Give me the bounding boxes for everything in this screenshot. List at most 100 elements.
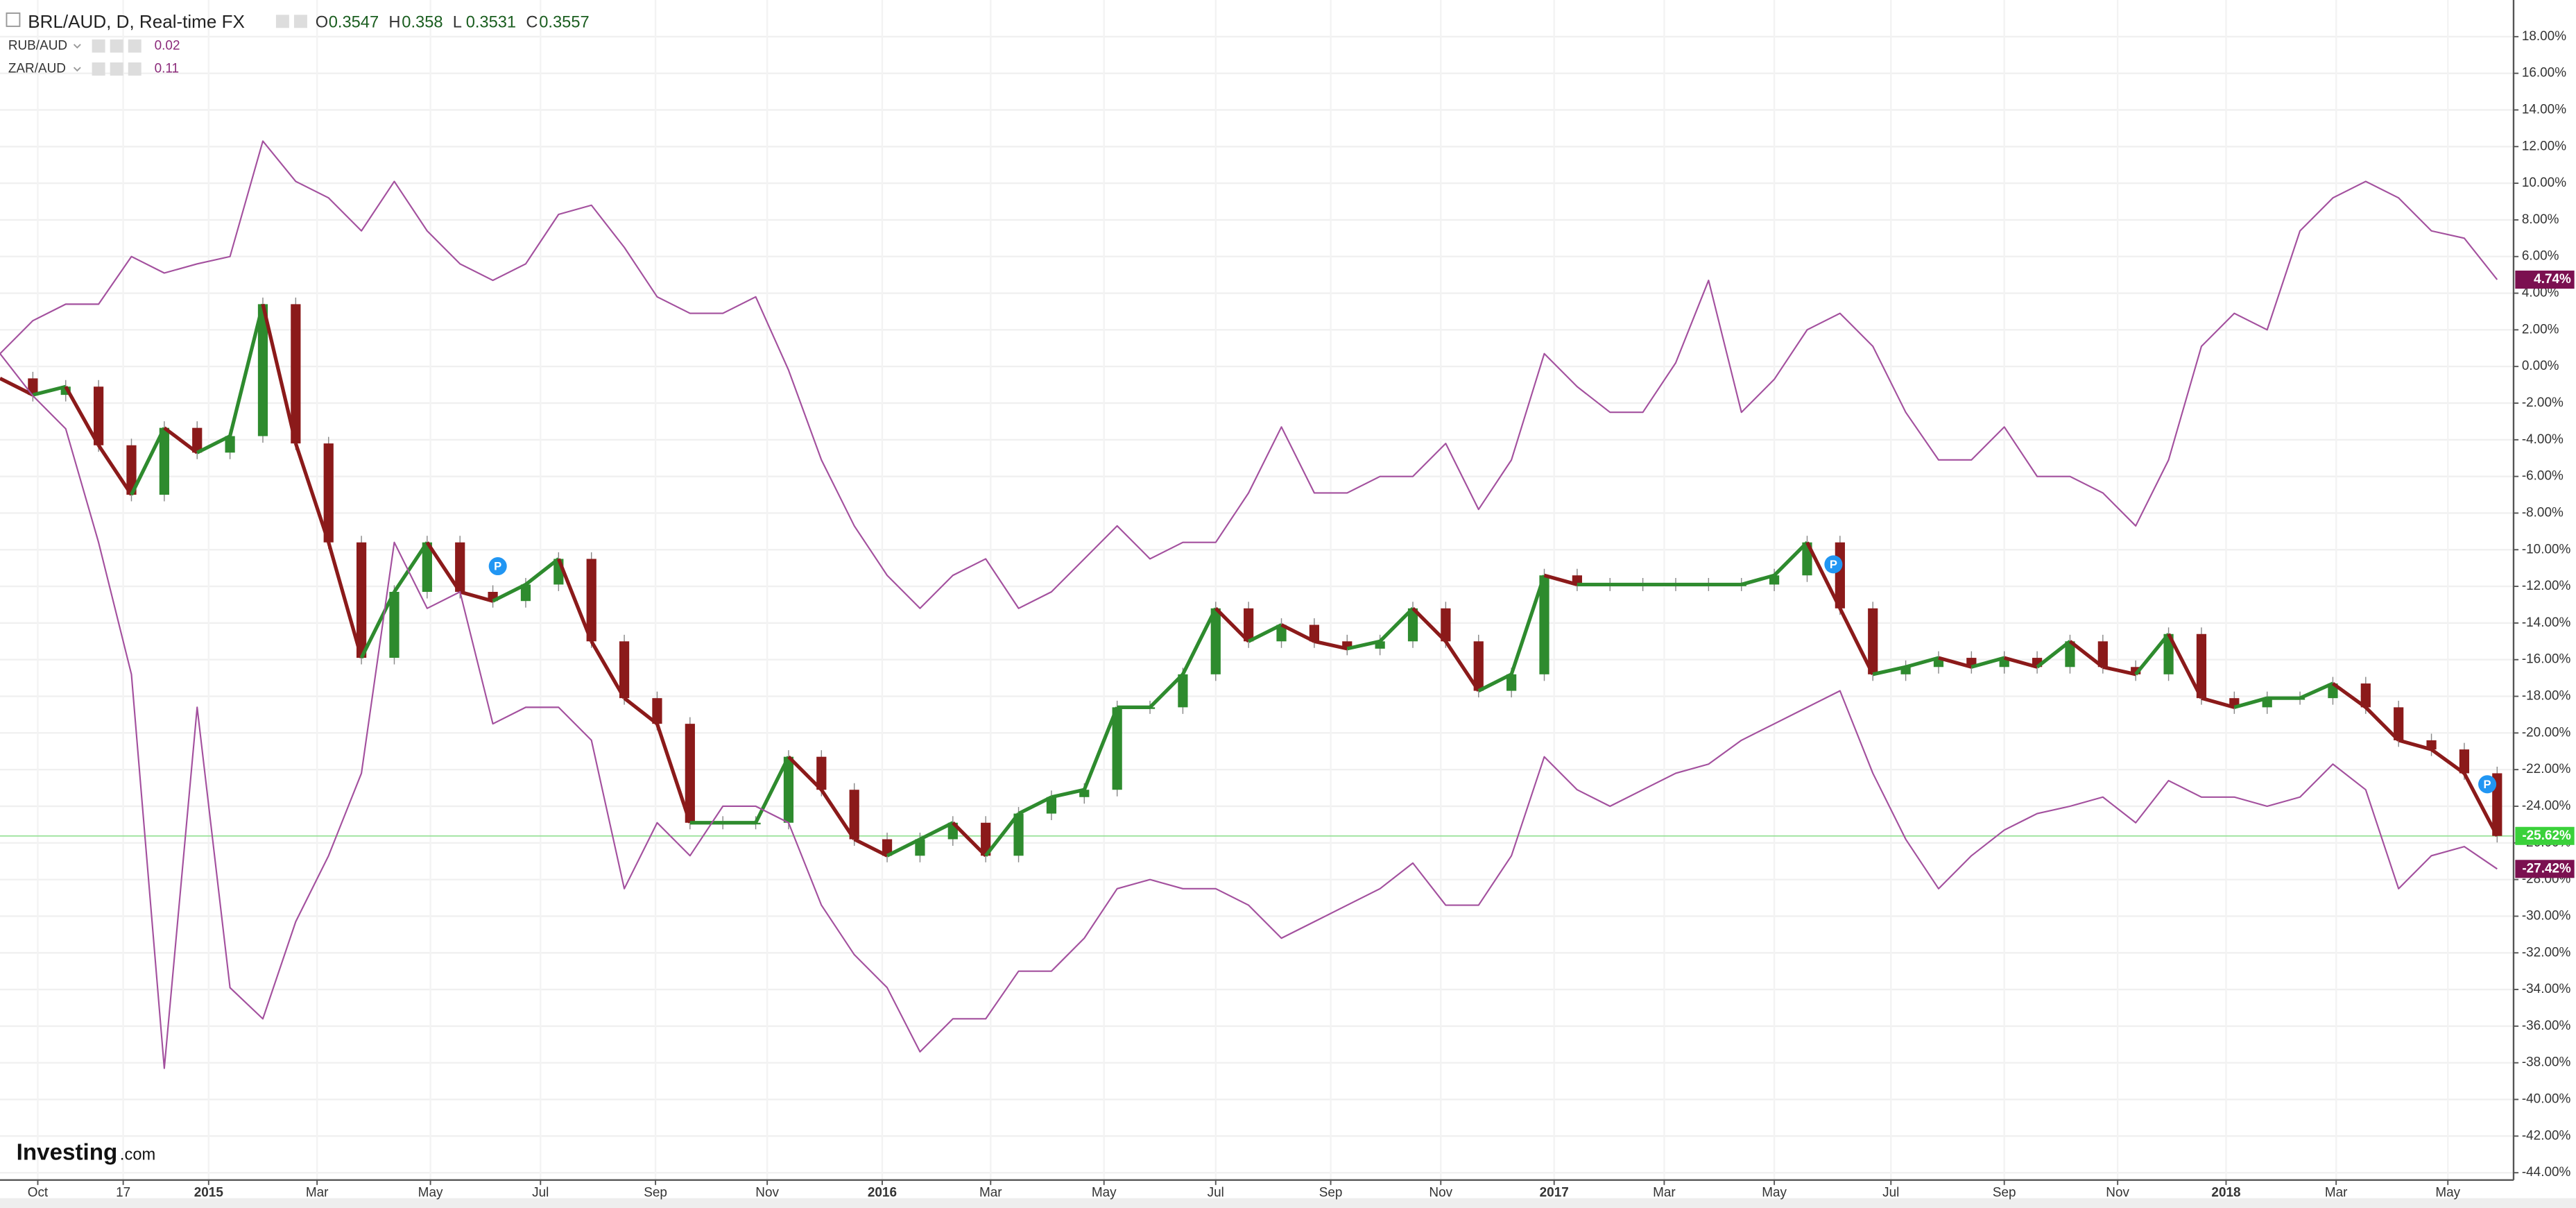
candle-body [1769, 575, 1780, 585]
legend-dropdown[interactable] [73, 44, 81, 49]
plot-area: P P P [0, 140, 2514, 1069]
legend-icon[interactable] [92, 39, 105, 53]
scrollbar[interactable] [0, 1198, 2576, 1208]
legend-icon[interactable] [110, 39, 123, 53]
candle-link [623, 697, 659, 726]
y-tick-label: -2.00% [2522, 395, 2564, 410]
candle-link [1314, 639, 1348, 651]
candle-body [915, 839, 925, 856]
ohlc-label: H [388, 13, 400, 31]
y-tick-label: -24.00% [2522, 799, 2571, 813]
series-line [0, 140, 2498, 609]
candle-link [1543, 573, 1578, 586]
legend-dropdown[interactable] [73, 67, 81, 72]
x-tick-label: 17 [116, 1186, 130, 1200]
x-tick-label: May [2435, 1186, 2460, 1200]
candle-body [1276, 624, 1287, 642]
candle-link [984, 812, 1020, 857]
candle-body [1868, 608, 1878, 674]
candle-link [1477, 672, 1513, 692]
candle-link [1181, 607, 1218, 676]
candle-link [163, 426, 198, 454]
candle-link [556, 558, 594, 643]
candle-body [28, 378, 38, 395]
legend-icon[interactable] [92, 62, 105, 76]
candle-link [2299, 681, 2334, 700]
grid [0, 0, 2514, 1180]
x-tick-label: Nov [755, 1186, 779, 1200]
candle-body [159, 427, 169, 495]
candle-link [2398, 738, 2432, 751]
watermark-brand: Investing [17, 1140, 118, 1166]
candle-link [2233, 696, 2268, 709]
candle-body [2131, 667, 2141, 674]
hide-icon[interactable] [293, 15, 307, 28]
settings-icon[interactable] [275, 15, 289, 28]
candle-link [1082, 706, 1119, 791]
y-tick-label: -40.00% [2522, 1092, 2571, 1107]
collapse-icon[interactable] [6, 12, 21, 27]
candle-body [2065, 641, 2075, 667]
candle-body [685, 724, 695, 823]
event-marker[interactable] [1824, 555, 1843, 574]
last-value-label: 4.74% [2534, 272, 2571, 287]
candle-body [1407, 608, 1418, 642]
legend-icon[interactable] [128, 39, 141, 53]
candle-link [1805, 541, 1842, 609]
x-tick-label: 2016 [868, 1186, 897, 1200]
y-tick-label: -44.00% [2522, 1165, 2571, 1180]
y-tick-label: -42.00% [2522, 1128, 2571, 1143]
legend-icon[interactable] [110, 62, 123, 76]
candle-body [94, 386, 104, 445]
candle-body [2294, 698, 2305, 700]
candle-link [1346, 639, 1381, 651]
candle-link [1017, 795, 1053, 815]
candle-body [1079, 790, 1090, 797]
candle-body [882, 839, 893, 856]
candle-link [1838, 607, 1875, 676]
y-tick-label: -12.00% [2522, 579, 2571, 593]
candle-link [64, 385, 101, 447]
ohlc-value: 0.3547 [329, 13, 379, 31]
candle-body [1244, 608, 1254, 642]
candle-link [754, 756, 791, 824]
candle-link [2462, 772, 2499, 837]
series-line [0, 353, 2498, 1069]
candle-body [783, 756, 794, 823]
y-tick-label: 6.00% [2522, 249, 2559, 264]
candle-body [1178, 674, 1188, 708]
candle-body [1835, 542, 1845, 609]
candle-link [228, 303, 265, 437]
event-marker[interactable] [2478, 775, 2497, 794]
candle-body [126, 445, 137, 495]
y-tick-label: 2.00% [2522, 322, 2559, 337]
candle-body [389, 592, 400, 658]
candle-body [849, 790, 859, 840]
x-tick-label: 2015 [194, 1186, 223, 1200]
candle-body [1375, 641, 1385, 649]
candle-body [1013, 813, 1024, 856]
candle-link [492, 583, 527, 603]
y-tick-label: -18.00% [2522, 689, 2571, 704]
candle-body [1572, 575, 1582, 585]
event-marker[interactable] [488, 557, 507, 576]
event-marker-label: P [2484, 778, 2491, 791]
event-marker-label: P [494, 560, 501, 573]
legend-icon[interactable] [128, 62, 141, 76]
candle-body [1144, 707, 1156, 709]
x-tick-label: Mar [2325, 1186, 2348, 1200]
ohlc-label: O [316, 13, 328, 31]
candle-link [1444, 640, 1480, 692]
x-tick-label: Jul [532, 1186, 549, 1200]
watermark: Investing .com [17, 1140, 156, 1166]
candle-link [590, 640, 626, 699]
candle-body [1112, 707, 1122, 790]
x-tick-label: Mar [979, 1186, 1002, 1200]
candle-body [2426, 740, 2437, 750]
candle-link [2036, 640, 2072, 669]
candle-body [60, 386, 71, 395]
candle-body [225, 436, 235, 453]
candle-body [1473, 641, 1484, 691]
